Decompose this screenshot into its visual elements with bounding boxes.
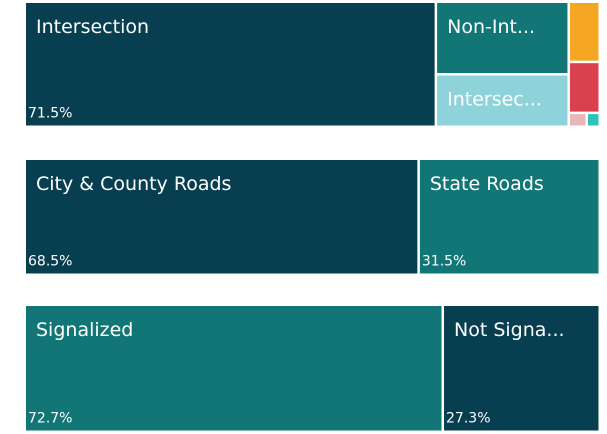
tile-label: City & County Roads <box>36 173 231 195</box>
tile <box>437 75 568 126</box>
value-label: 27.3% <box>446 411 490 427</box>
tile-label: Non-Int... <box>447 16 535 38</box>
tile <box>26 3 435 126</box>
tile <box>569 63 599 112</box>
tile <box>569 114 586 126</box>
tile-label: Not Signa... <box>454 319 565 341</box>
tile <box>444 306 599 431</box>
tile <box>569 3 599 61</box>
tile <box>437 3 568 74</box>
tile-label: Signalized <box>36 319 133 341</box>
tile-label: Intersection <box>36 16 149 38</box>
value-label: 68.5% <box>28 254 72 270</box>
tile <box>588 114 599 126</box>
tile <box>419 160 599 274</box>
tile-label: Intersec... <box>447 89 542 111</box>
value-label: 31.5% <box>422 254 466 270</box>
tile <box>26 306 442 431</box>
tile <box>26 160 418 274</box>
value-label: 72.7% <box>28 411 72 427</box>
value-label: 71.5% <box>28 106 72 122</box>
tile-label: State Roads <box>430 173 544 195</box>
